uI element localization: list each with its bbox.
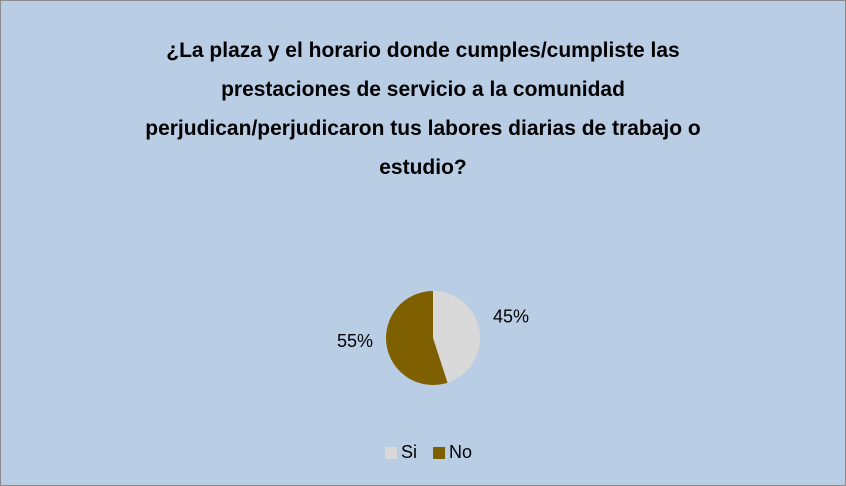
chart-title: ¿La plaza y el horario donde cumples/cum… bbox=[145, 39, 701, 179]
legend-swatch bbox=[385, 447, 397, 459]
legend-label: Si bbox=[401, 442, 417, 462]
legend-swatch bbox=[433, 447, 446, 459]
legend-label: No bbox=[449, 442, 472, 462]
data-label: 45% bbox=[493, 306, 529, 326]
data-label: 55% bbox=[337, 331, 373, 351]
pie-slice bbox=[433, 291, 480, 383]
pie-slice bbox=[386, 291, 448, 385]
